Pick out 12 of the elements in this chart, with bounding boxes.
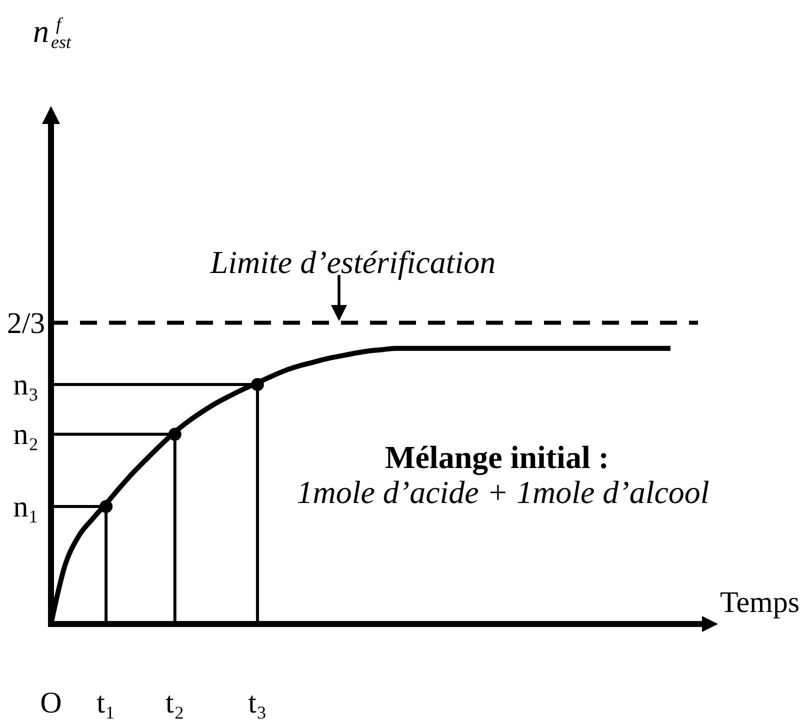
x-tick-label: O — [40, 686, 62, 720]
x-axis-title: Temps — [720, 586, 800, 619]
x-tick-label: t₂ — [165, 686, 184, 720]
x-tick-label: t₃ — [248, 686, 267, 720]
x-tick-label: t₁ — [96, 686, 116, 720]
data-label: n₃ — [13, 368, 39, 402]
annotation: Mélange initial : — [385, 439, 609, 476]
annotation: 1mole d’acide + 1mole d’alcool — [296, 474, 710, 510]
data-label: n₂ — [13, 418, 39, 452]
data-label: 2/3 — [6, 306, 46, 340]
data-label: n₁ — [13, 490, 39, 524]
annotation: Limite d’estérification — [210, 244, 496, 280]
